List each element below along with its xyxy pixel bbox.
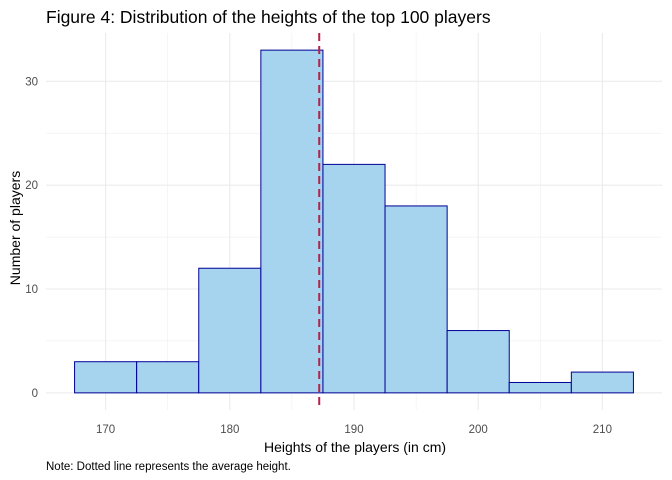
y-axis-title: Number of players bbox=[7, 171, 23, 285]
y-tick-label: 10 bbox=[25, 284, 38, 296]
histogram-bar bbox=[508, 381, 572, 394]
y-tick-label: 0 bbox=[32, 388, 38, 400]
y-axis-ticks: 0 10 20 30 bbox=[25, 76, 38, 400]
x-tick-label: 200 bbox=[469, 424, 488, 436]
x-tick-label: 180 bbox=[220, 424, 239, 436]
x-tick-label: 210 bbox=[593, 424, 612, 436]
histogram-bar bbox=[136, 361, 200, 394]
y-tick-label: 20 bbox=[25, 180, 38, 192]
x-tick-label: 170 bbox=[96, 424, 115, 436]
histogram-bars bbox=[74, 49, 634, 394]
histogram-bar bbox=[198, 267, 262, 394]
chart-title: Figure 4: Distribution of the heights of… bbox=[46, 7, 491, 27]
histogram-bar bbox=[570, 371, 634, 394]
x-axis-title: Heights of the players (in cm) bbox=[264, 439, 446, 455]
histogram-bar bbox=[322, 163, 386, 394]
x-tick-label: 190 bbox=[344, 424, 363, 436]
histogram-bar bbox=[446, 330, 510, 394]
histogram-bar bbox=[384, 205, 448, 394]
histogram-bar bbox=[260, 49, 324, 394]
chart-caption: Note: Dotted line represents the average… bbox=[46, 461, 291, 473]
x-axis-ticks: 170 180 190 200 210 bbox=[96, 424, 612, 436]
histogram-bar bbox=[74, 361, 138, 394]
y-tick-label: 30 bbox=[25, 76, 38, 88]
